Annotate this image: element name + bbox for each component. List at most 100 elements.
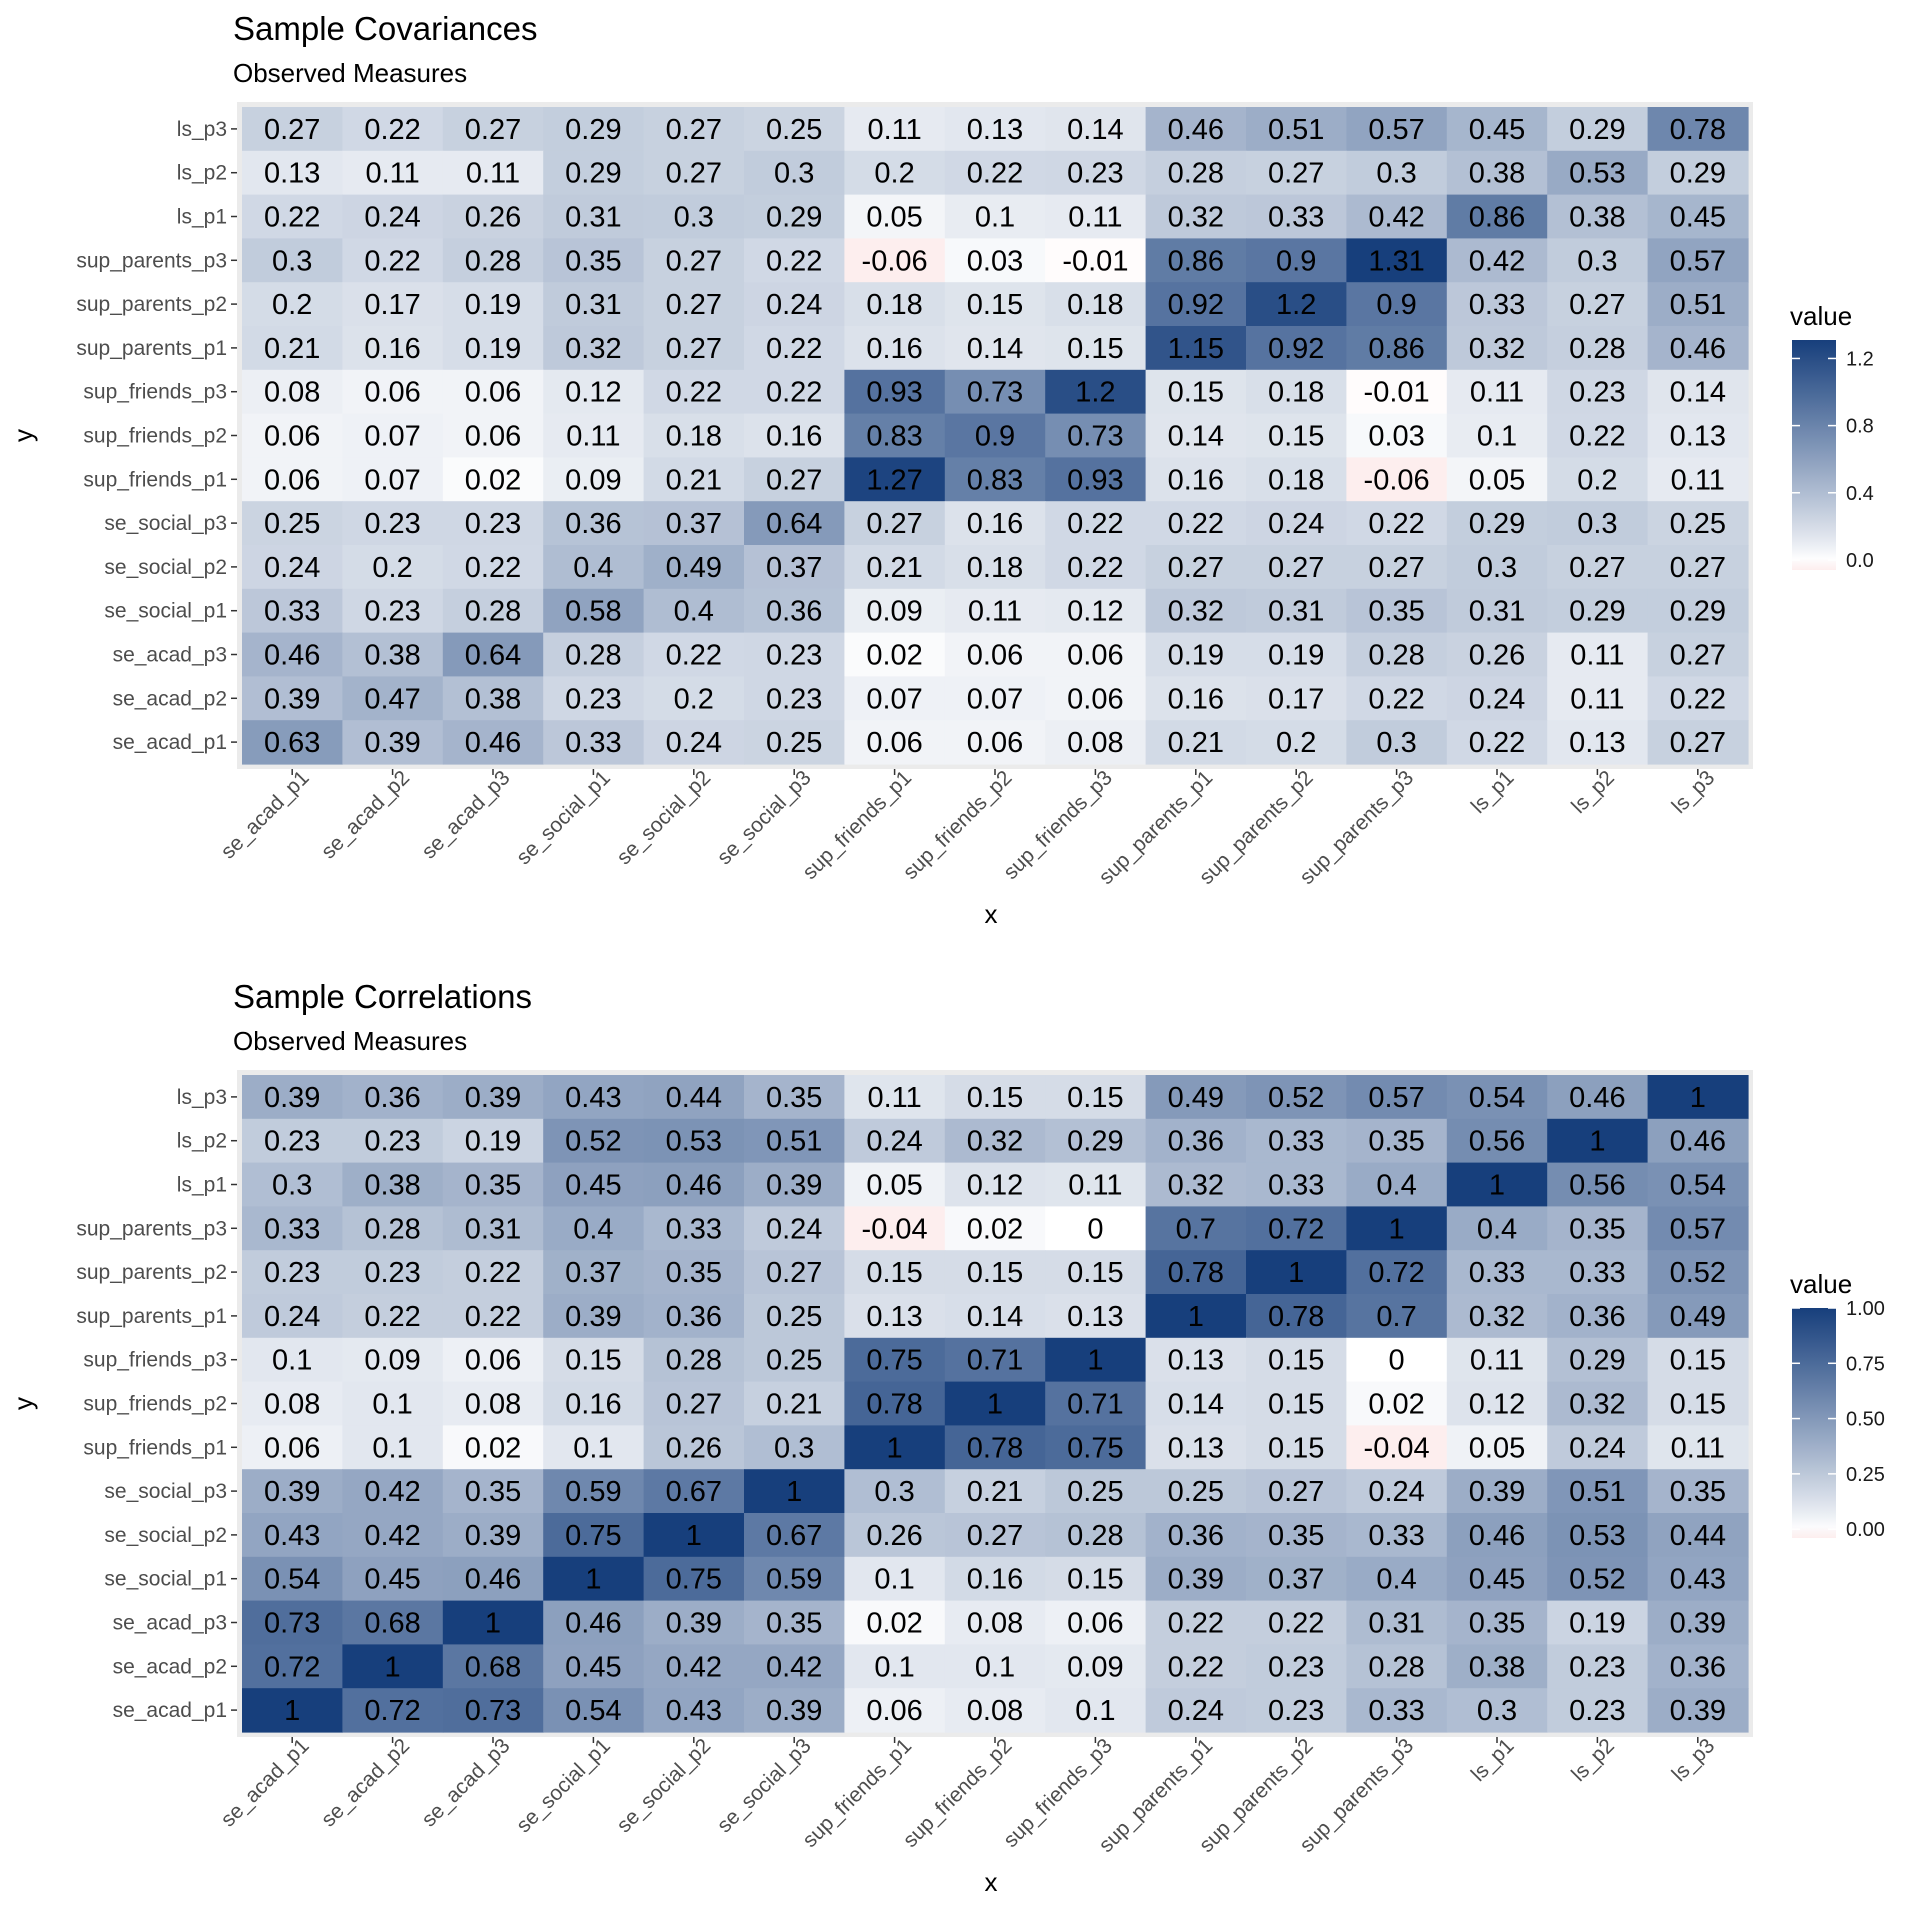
heatmap-cell bbox=[543, 282, 645, 327]
heatmap-cell bbox=[1346, 1556, 1448, 1602]
cell-value-label: 0.18 bbox=[1268, 464, 1324, 496]
cell-value-label: 0.12 bbox=[565, 377, 621, 409]
y-tick-label: se_social_p2 bbox=[104, 1524, 227, 1547]
heatmap-cell bbox=[543, 1469, 645, 1514]
heatmap-cell bbox=[643, 720, 745, 765]
cell-value-label: 0.38 bbox=[364, 640, 420, 672]
heatmap-cell bbox=[1647, 413, 1749, 458]
cell-value-label: 0.4 bbox=[1477, 1213, 1517, 1245]
heatmap-cell bbox=[1547, 238, 1649, 283]
heatmap-cell bbox=[1145, 1688, 1247, 1733]
heatmap-cell bbox=[1045, 369, 1147, 415]
y-tick-label: se_social_p3 bbox=[104, 1480, 227, 1503]
heatmap-cell bbox=[643, 1075, 745, 1120]
cell-value-label: 0.68 bbox=[364, 1608, 420, 1640]
heatmap-cell bbox=[744, 369, 845, 415]
heatmap-cell bbox=[1346, 413, 1448, 458]
heatmap-cell bbox=[442, 1425, 544, 1470]
cell-value-label: 0.15 bbox=[1670, 1389, 1726, 1421]
heatmap-cell bbox=[744, 632, 845, 677]
cell-value-label: 0.3 bbox=[272, 245, 312, 277]
cell-value-label: 0.29 bbox=[1670, 158, 1726, 190]
heatmap-cell bbox=[643, 1469, 745, 1514]
cell-value-label: 0.36 bbox=[1670, 1651, 1726, 1683]
cell-value-label: 0.27 bbox=[866, 508, 922, 540]
cell-value-label: 0.75 bbox=[666, 1564, 722, 1596]
cell-value-label: 0 bbox=[1087, 1213, 1103, 1245]
cell-value-label: 1 bbox=[385, 1651, 401, 1683]
cell-value-label: 0.78 bbox=[967, 1432, 1023, 1464]
heatmap-cell bbox=[442, 282, 544, 327]
x-tick-label: se_acad_p2 bbox=[317, 1734, 414, 1831]
heatmap-cell bbox=[1145, 1118, 1247, 1164]
heatmap-cell bbox=[1145, 1294, 1247, 1339]
cell-value-label: 0.22 bbox=[1168, 508, 1224, 540]
heatmap-cell bbox=[944, 150, 1046, 196]
cell-value-label: 0.27 bbox=[1670, 727, 1726, 759]
cell-value-label: 0.21 bbox=[264, 333, 320, 365]
x-tick-label: se_acad_p1 bbox=[217, 1734, 314, 1831]
heatmap-cell bbox=[1446, 1469, 1548, 1514]
x-tick-label: sup_friends_p1 bbox=[798, 766, 916, 884]
cell-value-label: 1 bbox=[1188, 1301, 1204, 1333]
heatmap-cell bbox=[342, 107, 444, 152]
cell-value-label: 0.36 bbox=[1168, 1520, 1224, 1552]
cell-value-label: 0.17 bbox=[1268, 683, 1324, 715]
cell-value-label: 0.93 bbox=[866, 377, 922, 409]
cell-value-label: 0.27 bbox=[666, 114, 722, 146]
heatmap-cell bbox=[844, 1556, 946, 1602]
cell-value-label: 0.05 bbox=[1469, 1432, 1525, 1464]
heatmap-cell bbox=[242, 150, 343, 196]
cell-value-label: 0.3 bbox=[1376, 727, 1416, 759]
cell-value-label: 0.18 bbox=[1268, 377, 1324, 409]
cell-value-label: 0.11 bbox=[1068, 202, 1122, 234]
legend-tick-label: 0.50 bbox=[1846, 1409, 1885, 1431]
cell-value-label: 0.15 bbox=[1067, 1082, 1123, 1114]
cell-value-label: 0.13 bbox=[264, 158, 320, 190]
cell-value-label: 0.23 bbox=[1569, 1695, 1625, 1727]
cell-value-label: 0.2 bbox=[372, 552, 412, 584]
heatmap-cell bbox=[944, 545, 1046, 590]
cell-value-label: 0.36 bbox=[766, 596, 822, 628]
cell-value-label: 0.86 bbox=[1469, 202, 1525, 234]
cell-value-label: 0.22 bbox=[465, 1301, 521, 1333]
heatmap-cell bbox=[342, 1294, 444, 1339]
cell-value-label: 0.64 bbox=[465, 640, 521, 672]
heatmap-cell bbox=[342, 150, 444, 196]
cell-value-label: 0.33 bbox=[1469, 1257, 1525, 1289]
heatmap-cell bbox=[1647, 238, 1749, 283]
heatmap-cell bbox=[1246, 1600, 1347, 1645]
cell-value-label: 0.27 bbox=[1569, 552, 1625, 584]
cell-value-label: 0.78 bbox=[866, 1389, 922, 1421]
heatmap-cell bbox=[1346, 1469, 1448, 1514]
cell-value-label: 0.07 bbox=[967, 683, 1023, 715]
heatmap-cell bbox=[744, 1600, 845, 1645]
cell-value-label: 0.32 bbox=[1168, 202, 1224, 234]
cell-value-label: 0.73 bbox=[967, 377, 1023, 409]
cell-value-label: 0.45 bbox=[565, 1170, 621, 1202]
cell-value-label: 0.44 bbox=[1670, 1520, 1726, 1552]
heatmap-cell bbox=[242, 238, 343, 283]
heatmap-cell bbox=[242, 1206, 343, 1251]
cell-value-label: 0.49 bbox=[666, 552, 722, 584]
heatmap-cell bbox=[342, 1600, 444, 1645]
heatmap-cell bbox=[744, 720, 845, 765]
heatmap-cell bbox=[342, 1118, 444, 1164]
heatmap-cell bbox=[1547, 720, 1649, 765]
y-tick-label: sup_parents_p2 bbox=[76, 1261, 227, 1284]
heatmap-cell bbox=[242, 501, 343, 546]
heatmap-cell bbox=[543, 107, 645, 152]
cell-value-label: 0.38 bbox=[1469, 1651, 1525, 1683]
cell-value-label: 0.53 bbox=[666, 1126, 722, 1158]
cell-value-label: 0.21 bbox=[766, 1389, 822, 1421]
heatmap-cell bbox=[1145, 1162, 1247, 1207]
heatmap-cell bbox=[643, 632, 745, 677]
cell-value-label: 0.03 bbox=[967, 245, 1023, 277]
heatmap-cell bbox=[643, 1425, 745, 1470]
cell-value-label: 0.23 bbox=[264, 1126, 320, 1158]
heatmap-cell bbox=[242, 720, 343, 765]
heatmap-cell bbox=[1045, 413, 1147, 458]
y-tick-label: sup_friends_p1 bbox=[83, 468, 227, 491]
cell-value-label: 0.22 bbox=[766, 377, 822, 409]
cell-value-label: 0.38 bbox=[364, 1170, 420, 1202]
